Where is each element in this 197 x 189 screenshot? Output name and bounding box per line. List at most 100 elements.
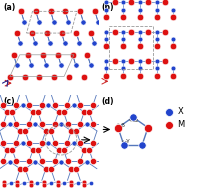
Point (42, 53, 45, 56)
Point (155, 37, 158, 40)
Point (53, 141, 56, 144)
Point (122, 30, 125, 33)
Point (29, 180, 32, 183)
Point (79, 10, 82, 13)
Point (105, 30, 108, 33)
Point (43, 184, 46, 187)
Point (113, 59, 116, 62)
Point (47, 103, 50, 106)
Point (57, 148, 60, 151)
Point (53, 75, 56, 78)
Point (83, 184, 86, 187)
Point (37, 20, 41, 23)
Point (15, 122, 18, 125)
Point (88, 111, 91, 114)
Point (147, 59, 150, 62)
Point (12, 53, 15, 56)
Point (48, 42, 52, 45)
Point (45, 64, 48, 67)
Point (52, 20, 55, 23)
Point (40, 122, 44, 125)
Point (83, 111, 86, 114)
Point (67, 75, 71, 78)
Point (147, 1, 150, 4)
Point (20, 10, 23, 13)
Point (122, 74, 125, 77)
Point (93, 42, 96, 45)
Point (82, 20, 85, 23)
Point (90, 32, 93, 35)
Point (36, 111, 40, 114)
Point (31, 148, 34, 151)
Point (28, 103, 31, 106)
Point (122, 59, 125, 62)
Point (138, 59, 141, 62)
Point (79, 103, 82, 106)
Point (2, 122, 5, 125)
Point (63, 182, 66, 185)
Point (15, 64, 18, 67)
Point (105, 59, 108, 62)
Point (130, 30, 133, 33)
Point (16, 184, 19, 187)
Point (164, 59, 167, 62)
Point (155, 30, 158, 33)
Point (138, 30, 141, 33)
Point (6, 111, 9, 114)
Point (130, 1, 133, 4)
Point (2, 184, 6, 187)
Point (44, 167, 47, 170)
Point (113, 30, 116, 33)
Point (59, 160, 63, 163)
Point (53, 160, 56, 163)
Point (16, 32, 19, 35)
Point (62, 148, 65, 151)
Point (9, 182, 12, 185)
Point (27, 53, 30, 56)
Point (34, 42, 37, 45)
Point (146, 126, 150, 129)
Text: M: M (177, 120, 185, 129)
Point (66, 141, 69, 144)
Point (36, 182, 39, 185)
Point (105, 15, 108, 19)
Point (34, 160, 37, 163)
Point (155, 45, 158, 48)
Point (59, 122, 63, 125)
Point (15, 141, 18, 144)
Point (66, 160, 69, 163)
Point (40, 141, 43, 144)
Point (45, 32, 48, 35)
Point (93, 10, 97, 13)
Point (72, 103, 75, 106)
Point (172, 67, 175, 70)
Point (138, 45, 141, 48)
Point (122, 1, 125, 4)
Point (122, 67, 125, 70)
Text: (b): (b) (101, 3, 114, 12)
Point (97, 20, 99, 23)
Point (138, 37, 141, 40)
Point (116, 126, 120, 129)
Point (91, 141, 95, 144)
Point (56, 184, 59, 187)
Point (89, 182, 93, 185)
Point (155, 1, 158, 4)
Point (155, 8, 158, 11)
Point (19, 42, 22, 45)
Point (79, 160, 82, 163)
Point (40, 160, 44, 163)
Point (122, 37, 125, 40)
Point (34, 10, 37, 13)
Point (19, 129, 22, 132)
Point (168, 110, 171, 113)
Point (122, 143, 125, 146)
Point (70, 167, 73, 170)
Text: α: α (134, 118, 138, 123)
Point (49, 129, 52, 132)
Point (63, 42, 66, 45)
Point (11, 111, 14, 114)
Text: X: X (177, 107, 183, 116)
Text: γ: γ (126, 138, 129, 143)
Point (141, 143, 144, 146)
